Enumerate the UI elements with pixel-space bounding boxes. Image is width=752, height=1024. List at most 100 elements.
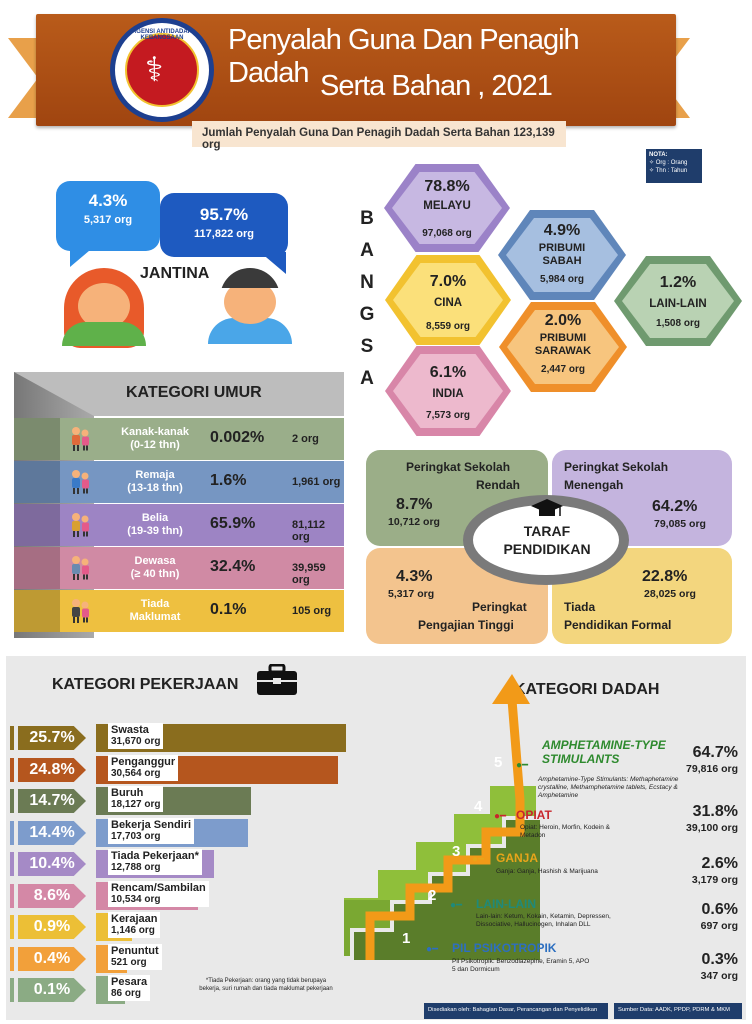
hex-melayu: 78.8% MELAYU 97,068 org (384, 164, 510, 252)
banner-ribbon-left (8, 38, 38, 118)
dadah-pct-pil: 0.3% (701, 951, 738, 968)
job-label: Tiada Pekerjaan* 12,788 org (108, 849, 202, 875)
umur-row-side (14, 590, 60, 632)
female-pct: 4.3% (88, 191, 128, 210)
job-pct: 8.6% (18, 884, 86, 908)
umur-pct: 32.4% (210, 558, 256, 575)
job-row-stripe (10, 915, 14, 939)
step-number: 3 (452, 843, 461, 860)
female-bubble: 4.3% 5,317 org (56, 181, 160, 251)
nota-legend: NOTA: ✧ Org : Orang ✧ Thn : Tahun (646, 149, 702, 183)
total-summary: Jumlah Penyalah Guna Dan Penagih Dadah S… (192, 121, 566, 151)
job-pct: 10.4% (18, 852, 86, 876)
job-row-stripe (10, 821, 14, 845)
dadah-pct-ganja: 2.6% (701, 855, 738, 872)
job-row-stripe (10, 726, 14, 750)
dadah-org-pil: 347 org (700, 970, 738, 982)
person-figure-icon (68, 555, 92, 581)
job-pct: 25.7% (18, 726, 86, 750)
umur-pct: 65.9% (210, 515, 256, 532)
job-label: Penganggur 30,564 org (108, 755, 179, 781)
male-bubble: 95.7% 117,822 org (160, 193, 288, 257)
dadah-desc-lainlain: Lain-lain: Ketum, Kokain, Ketamin, Depre… (476, 913, 611, 928)
umur-org: 1,961 org (292, 476, 341, 488)
umur-org: 105 org (292, 605, 332, 617)
hex-cina: 7.0% CINA 8,559 org (385, 255, 511, 345)
hex-pribumi-sabah: 4.9% PRIBUMI SABAH 5,984 org (498, 210, 626, 300)
hex-pribumi-sarawak: 2.0% PRIBUMI SARAWAK 2,447 org (499, 302, 627, 392)
job-label: Rencam/Sambilan 10,534 org (108, 881, 209, 907)
job-pct: 14.7% (18, 789, 86, 813)
dadah-name-ganja: GANJA (496, 851, 539, 865)
job-row-stripe (10, 789, 14, 813)
job-row-stripe (10, 947, 14, 971)
footer-prepared-by: Disediakan oleh: Bahagian Dasar, Peranca… (424, 1003, 608, 1019)
job-pct: 14.4% (18, 821, 86, 845)
dadah-pct-opiat: 31.8% (692, 803, 738, 820)
edu-tinggi: 4.3% 5,317 org Peringkat Pengajian Tingg… (366, 548, 548, 644)
person-figure-icon (68, 426, 92, 452)
dadah-name-opiat: OPIAT (516, 808, 552, 822)
job-label: Buruh 18,127 org (108, 786, 164, 812)
bangsa-letter: B (360, 208, 374, 229)
umur-row-side (14, 461, 60, 503)
person-figure-icon (68, 598, 92, 624)
dadah-name-pil: PIL PSIKOTROPIK (452, 941, 557, 955)
dadah-org-ats: 79,816 org (686, 763, 738, 775)
umur-row: Tiada Maklumat 0.1% 105 org (60, 590, 344, 632)
nota-line-thn: ✧ Thn : Tahun (649, 168, 688, 174)
job-label: Penuntut 521 org (108, 944, 162, 970)
dadah-desc-pil: Pil Psikotropik: Benzodiazepine, Eramin … (452, 958, 590, 973)
jantina-label: JANTINA (140, 265, 210, 282)
umur-row: Dewasa (≥ 40 thn) 32.4% 39,959 org (60, 547, 344, 589)
job-row-stripe (10, 852, 14, 876)
female-body-icon (62, 322, 146, 346)
job-label: Pesara 86 org (108, 975, 151, 1001)
job-row-stripe (10, 758, 14, 782)
job-label: Swasta 31,670 org (108, 723, 164, 749)
bangsa-letter: A (360, 368, 374, 389)
umur-row-side (14, 418, 60, 460)
aadk-logo: ⚕ AGENSI ANTIDADAH KEBANGSAAN (110, 18, 214, 122)
dadah-pct-ats: 64.7% (692, 744, 738, 761)
ats-bullet-icon: ●━ (516, 760, 529, 771)
job-label: Bekerja Sendiri 17,703 org (108, 818, 195, 844)
job-pct: 0.1% (18, 978, 86, 1002)
bangsa-letter: G (359, 304, 375, 325)
umur-row: Belia (19-39 thn) 65.9% 81,112 org (60, 504, 344, 546)
female-bubble-tail (70, 245, 96, 267)
umur-label: Tiada Maklumat (129, 598, 181, 623)
dadah-org-opiat: 39,100 org (686, 822, 738, 834)
page-title-line2: Serta Bahan , 2021 (320, 70, 553, 102)
person-figure-icon (68, 469, 92, 495)
female-face-icon (78, 283, 130, 329)
female-org: 5,317 org (83, 214, 133, 226)
graduation-cap-icon (529, 497, 565, 519)
umur-row: Remaja (13-18 thn) 1.6% 1,961 org (60, 461, 344, 503)
opiat-bullet-icon: ●━ (494, 811, 507, 822)
job-row-stripe (10, 978, 14, 1002)
umur-org: 39,959 org (292, 562, 326, 586)
dadah-name-ats: AMPHETAMINE-TYPE STIMULANTS (542, 738, 666, 766)
hex-lain-lain: 1.2% LAIN-LAIN 1,508 org (614, 256, 742, 346)
umur-label: Remaja (13-18 thn) (127, 469, 183, 494)
person-figure-icon (68, 512, 92, 538)
male-bubble-tail (260, 252, 286, 274)
step-number: 4 (474, 798, 483, 815)
eagle-icon: ⚕ (145, 51, 164, 89)
nota-line-org: ✧ Org : Orang (649, 160, 688, 166)
dadah-org-lainlain: 697 org (700, 920, 738, 932)
step-number: 5 (494, 754, 503, 771)
hex-india: 6.1% INDIA 7,573 org (385, 346, 511, 436)
pekerjaan-note: *Tiada Pekerjaan: orang yang tidak berup… (199, 978, 333, 992)
logo-text: AGENSI ANTIDADAH KEBANGSAAN (131, 29, 193, 41)
umur-pct: 0.002% (210, 429, 265, 446)
briefcase-icon (256, 663, 298, 696)
male-org: 117,822 org (194, 228, 254, 240)
page-title-line1: Penyalah Guna Dan Penagih Dadah (228, 24, 580, 89)
dadah-desc-ats: Amphetamine-Type Stimulants: Methaphetam… (538, 776, 679, 799)
job-label: Kerajaan 1,146 org (108, 912, 161, 938)
dadah-desc-ganja: Ganja: Ganja, Hashish & Marijuana (496, 868, 598, 875)
stairs-illustration (344, 674, 540, 960)
umur-label: Belia (19-39 thn) (127, 512, 183, 537)
